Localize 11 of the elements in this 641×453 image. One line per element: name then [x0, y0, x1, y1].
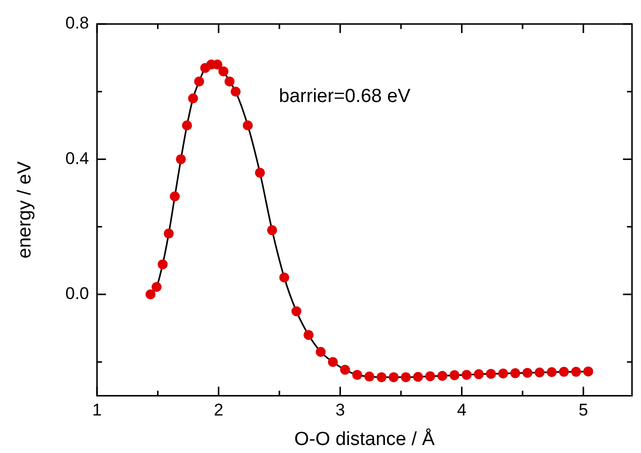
x-tick-label: 3	[335, 400, 345, 420]
x-tick-label: 2	[214, 400, 224, 420]
x-tick-label: 5	[578, 400, 588, 420]
x-tick-label: 4	[457, 400, 467, 420]
y-tick-label: 0.8	[65, 14, 89, 33]
x-tick-label: 1	[92, 400, 102, 420]
y-tick-label: 0.0	[65, 284, 89, 304]
annotation: barrier=0.68 eV	[278, 86, 411, 108]
y-axis-title: energy / eV	[14, 160, 36, 258]
x-axis-title: O-O distance / Å	[294, 428, 436, 450]
y-tick-label: 0.4	[65, 148, 89, 168]
